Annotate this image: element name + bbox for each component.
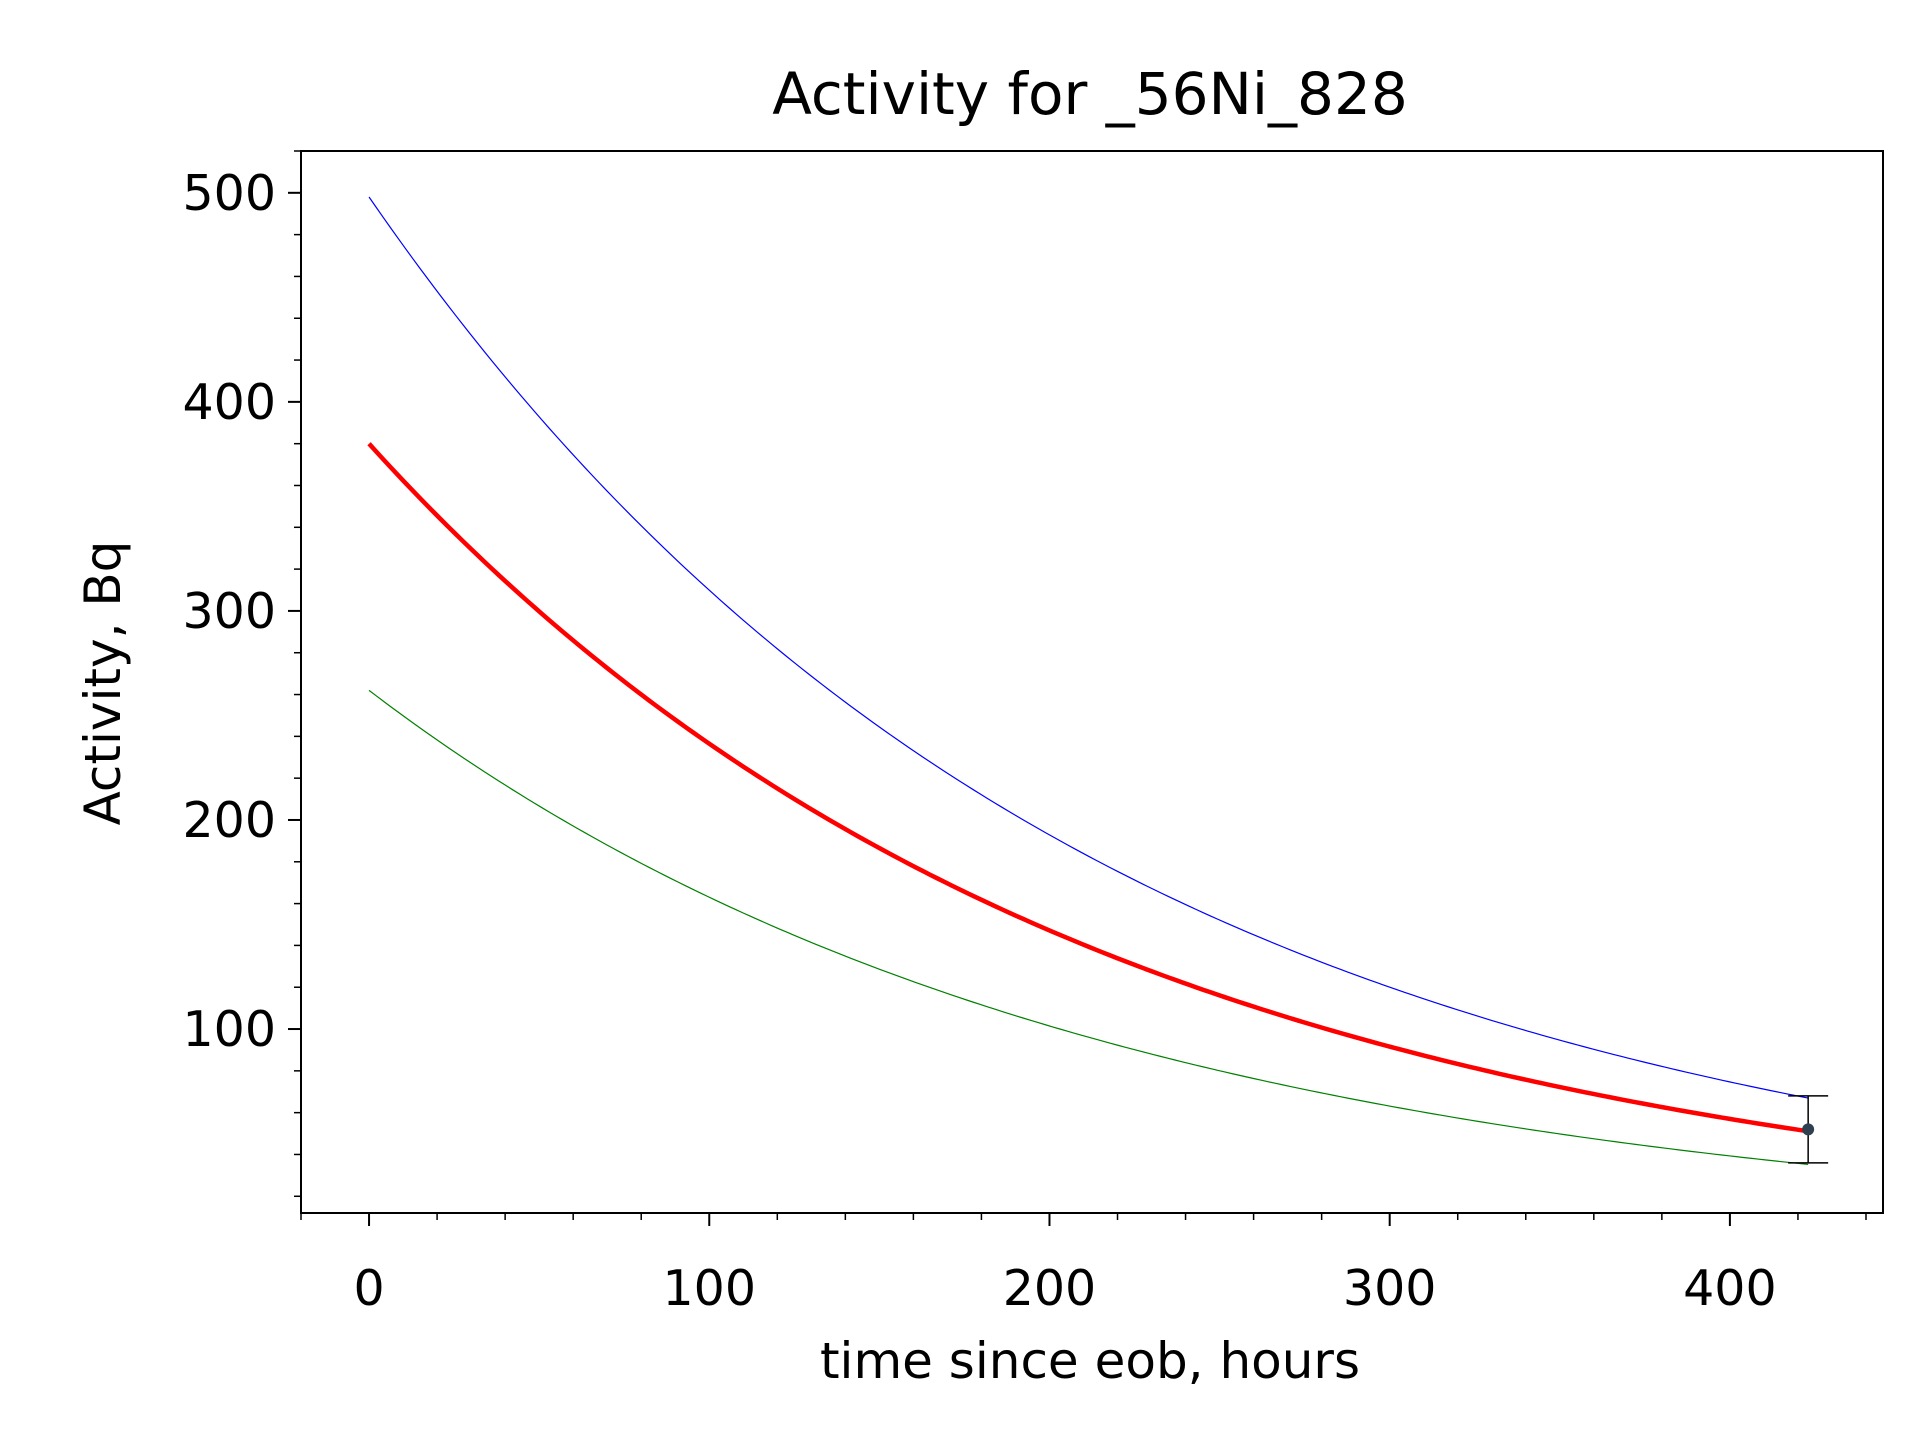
y-tick-label: 100 — [182, 1001, 276, 1058]
y-tick-label: 300 — [182, 583, 276, 640]
series-line-lower-bound — [368, 689, 1809, 1166]
x-axis-label: time since eob, hours — [820, 1332, 1360, 1390]
axes: 0 100 200 300 400 100 200 300 400 500 — [182, 150, 1884, 1317]
y-tick-label: 400 — [182, 374, 276, 431]
x-tick-label: 400 — [1683, 1260, 1777, 1317]
x-tick-label: 0 — [353, 1260, 384, 1317]
x-tick-label: 100 — [662, 1260, 756, 1317]
chart-title: Activity for _56Ni_828 — [772, 60, 1408, 128]
series-line-best-fit — [367, 442, 1809, 1134]
x-tick-label: 300 — [1343, 1260, 1437, 1317]
series-line-upper-bound — [368, 196, 1809, 1099]
measurement-marker — [1802, 1123, 1815, 1136]
x-tick-label: 200 — [1003, 1260, 1097, 1317]
plot-frame — [300, 150, 1884, 1214]
y-axis-label: Activity, Bq — [74, 541, 132, 826]
y-tick-label: 200 — [182, 792, 276, 849]
plot-area — [367, 196, 1829, 1166]
measurement-point-group — [1788, 1095, 1829, 1164]
y-tick-label: 500 — [182, 165, 276, 222]
